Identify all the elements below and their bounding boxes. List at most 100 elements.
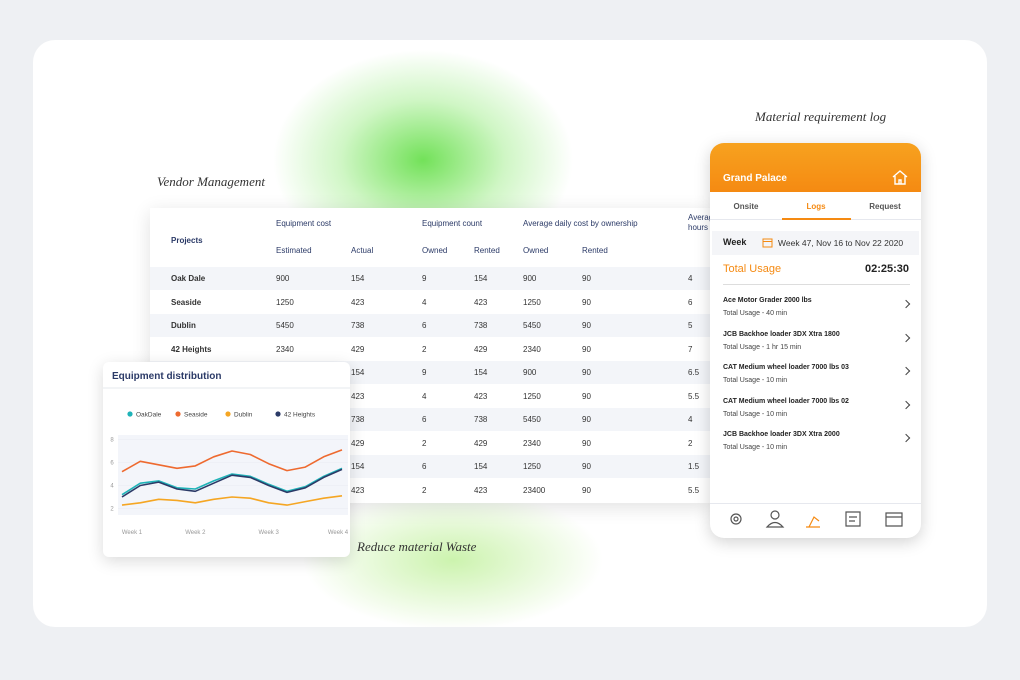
table-cell: 5.5	[688, 485, 700, 495]
item-usage: Total Usage - 10 min	[723, 444, 788, 451]
legend-label: Dublin	[234, 412, 253, 419]
week-bar	[712, 231, 919, 255]
item-name[interactable]: JCB Backhoe loader 3DX Xtra 1800	[723, 330, 840, 338]
table-cell: 423	[474, 391, 488, 401]
table-cell: 154	[474, 368, 488, 377]
header-cell: Equipment cost	[276, 219, 332, 228]
table-cell: 154	[474, 274, 488, 283]
chevron[interactable]	[901, 299, 911, 309]
table-cell: 738	[351, 415, 365, 424]
x-tick-label: Week 1	[122, 530, 143, 536]
table-cell: 90	[582, 297, 591, 307]
subheader-cell: Owned	[523, 246, 549, 255]
subheader-cell: Rented	[474, 246, 500, 255]
nav-worker[interactable]	[770, 510, 780, 520]
table-cell: 5450	[523, 415, 541, 424]
table-cell: 738	[474, 321, 488, 330]
table-cell: 90	[582, 321, 591, 330]
phone: Grand Palace Onsite Logs Request Week Week 4…	[710, 143, 921, 538]
table-cell: 154	[351, 274, 365, 283]
legend-label: Seaside	[184, 412, 208, 419]
table-cell: 90	[582, 485, 591, 495]
item-name[interactable]: CAT Medium wheel loader 7000 lbs 03	[723, 364, 849, 371]
table-cell: 5450	[276, 321, 294, 330]
legend-swatch	[275, 411, 281, 417]
table-cell: 154	[474, 462, 488, 471]
table-cell: 2	[422, 344, 427, 354]
table-cell: 429	[474, 438, 488, 448]
table-cell: 423	[474, 485, 488, 495]
chart-title: Equipment distribution	[112, 371, 221, 382]
nav-logs[interactable]	[845, 511, 861, 527]
caption: Reduce material Waste	[357, 539, 477, 554]
table-cell: 6	[422, 415, 427, 424]
item-name[interactable]: CAT Medium wheel loader 7000 lbs 02	[723, 397, 849, 405]
item-usage: Total Usage - 10 min	[723, 410, 788, 418]
item-usage: Total Usage - 1 hr 15 min	[723, 343, 802, 351]
table-cell: 4	[688, 274, 693, 283]
home-icon[interactable]	[891, 169, 909, 186]
nav-calendar[interactable]	[885, 512, 903, 527]
table-cell: 5	[688, 321, 693, 330]
table-cell: 90	[582, 391, 591, 401]
nav-equipment[interactable]	[806, 516, 820, 528]
item-name[interactable]: JCB Backhoe loader 3DX Xtra 2000	[723, 431, 840, 438]
table-cell: 4	[422, 391, 427, 401]
caption: Material requirement log	[755, 109, 887, 124]
table-cell: 90	[582, 368, 591, 377]
header-cell: Equipment count	[422, 219, 483, 228]
table-cell: 1250	[523, 462, 541, 471]
tab[interactable]: Request	[869, 202, 901, 211]
table-cell: 2	[422, 485, 427, 495]
table-cell: 154	[351, 368, 365, 377]
item-usage: Total Usage - 40 min	[723, 310, 788, 317]
table-cell: 6	[422, 462, 427, 471]
chevron[interactable]	[901, 433, 911, 443]
table-cell: Dublin	[171, 321, 196, 330]
chevron[interactable]	[901, 366, 911, 376]
table-cell: 4	[688, 415, 693, 424]
header-cell: Average hours	[688, 213, 710, 232]
chevron[interactable]	[901, 333, 911, 342]
table-cell: 5450	[523, 321, 541, 330]
divider	[710, 503, 921, 504]
line-series	[121, 495, 343, 506]
table-cell: 429	[351, 344, 365, 354]
table-cell: 900	[523, 274, 537, 283]
nav-settings[interactable]	[730, 513, 742, 525]
y-tick-label: 2	[110, 507, 114, 513]
week-label: Week	[723, 237, 747, 247]
table-cell: 9	[422, 274, 427, 283]
table-cell: 42 Heights	[171, 344, 212, 354]
table-cell: 1250	[276, 297, 294, 307]
legend-label: OakDale	[136, 412, 162, 419]
x-tick-label: Week 2	[185, 530, 206, 536]
table-cell: 4	[422, 297, 427, 307]
phone-title: Grand Palace	[723, 173, 787, 184]
item-usage: Total Usage - 10 min	[723, 377, 788, 384]
tab[interactable]: Onsite	[733, 202, 759, 211]
y-tick-label: 6	[110, 461, 114, 467]
line-series	[121, 468, 343, 498]
table-cell: 738	[474, 415, 488, 424]
chevron[interactable]	[901, 400, 911, 409]
table-cell: 429	[351, 438, 365, 448]
caption: Vendor Management	[157, 174, 265, 189]
x-tick-label: Week 3	[259, 530, 280, 536]
item-name[interactable]: Ace Motor Grader 2000 lbs	[723, 297, 812, 304]
table-cell: 738	[351, 321, 365, 330]
legend-swatch	[225, 411, 231, 417]
table-cell: 1250	[523, 297, 541, 307]
y-tick-label: 4	[110, 484, 114, 490]
table-cell: 900	[276, 274, 290, 283]
chart: Equipment distribution 8 6 4 2 Week 1 Week 2 W…	[103, 371, 350, 536]
table-cell: 154	[351, 462, 365, 471]
tab[interactable]: Logs	[806, 202, 826, 211]
table-cell: 6.5	[688, 368, 700, 377]
subheader-cell: Actual	[351, 246, 374, 255]
table-cell: 2	[422, 438, 427, 448]
table-cell: 90	[582, 438, 591, 448]
table-cell: 900	[523, 368, 537, 377]
table-cell: 90	[582, 344, 591, 354]
